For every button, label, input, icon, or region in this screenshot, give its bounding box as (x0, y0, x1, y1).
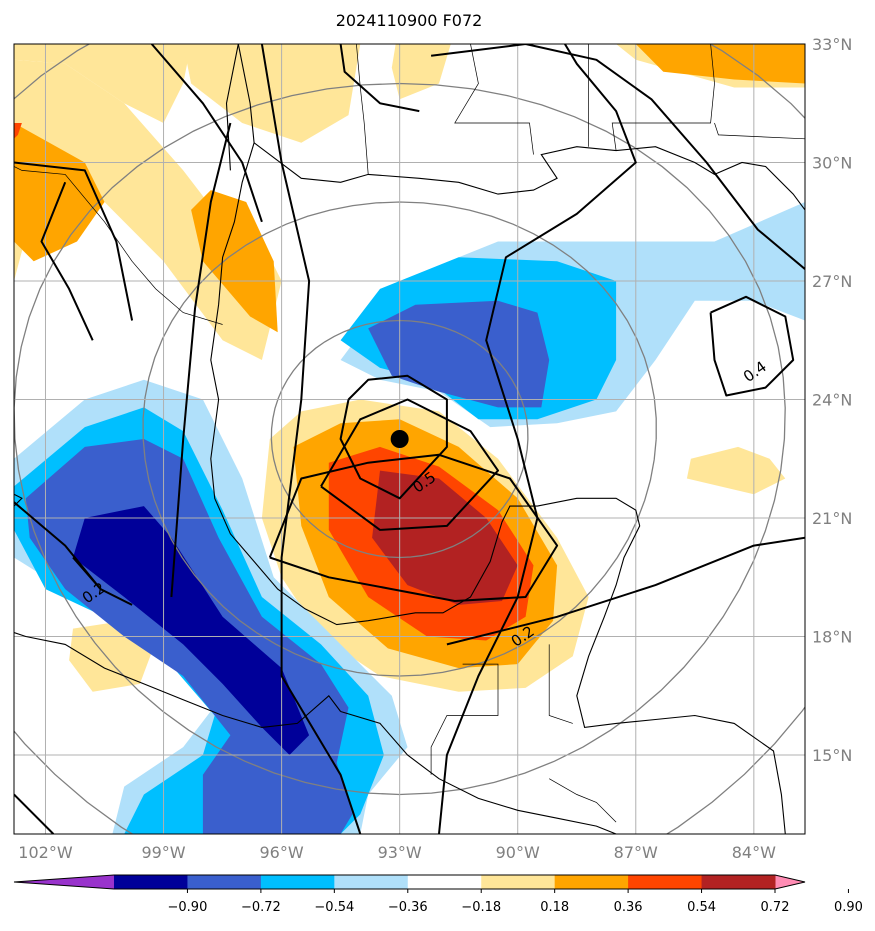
contour-line-8 (339, 44, 420, 113)
gridlines (14, 44, 805, 834)
filled-region-0.18-5 (686, 446, 786, 495)
x-tick-label-0: 102°W (18, 843, 73, 862)
filled-region-0.18-0 (14, 44, 192, 123)
filled-region--0.54-0 (368, 300, 550, 408)
contour-line-1 (170, 122, 232, 598)
political-borders (14, 44, 805, 823)
coastline-3 (14, 631, 342, 728)
filled-region-0.36-0 (14, 123, 105, 262)
colorbar-box-8 (701, 875, 776, 889)
x-tick-label-2: 96°W (260, 843, 304, 862)
colorbar-extend-low (14, 875, 114, 889)
filled-region--0.72-0 (73, 506, 310, 755)
colorbar-box-5 (481, 875, 556, 889)
coastlines (14, 44, 805, 834)
colorbar-label-9: 0.90 (834, 900, 863, 915)
filled-region-0.36-1 (191, 190, 278, 333)
contour-line-12 (320, 398, 499, 531)
border-4 (611, 44, 715, 151)
border-7 (548, 644, 573, 724)
contour-line-11 (339, 374, 448, 500)
chart-title: 2024110900 F072 (336, 11, 483, 30)
y-tick-label-5: 30°N (812, 154, 852, 173)
colorbar-box-6 (554, 875, 629, 889)
storm-center-marker (390, 430, 409, 448)
contour-line-10 (430, 44, 805, 270)
colorbar-label-6: 0.36 (614, 900, 643, 915)
colorbar-box-4 (407, 875, 482, 889)
y-tick-label-3: 24°N (812, 391, 852, 410)
colorbar-box-0 (114, 875, 188, 889)
x-tick-label-3: 93°W (378, 843, 422, 862)
y-tick-label-1: 18°N (812, 628, 852, 647)
border-0 (14, 166, 223, 325)
range-ring-1 (142, 201, 657, 677)
x-tick-label-1: 99°W (141, 843, 185, 862)
border-1 (356, 44, 369, 175)
colorbar-label-5: 0.18 (540, 900, 569, 915)
colorbar-extend-high (775, 875, 805, 889)
filled-region-0.36-2 (635, 44, 805, 84)
colorbar-label-8: 0.72 (761, 900, 790, 915)
contour-line-7 (40, 181, 94, 341)
contour-line-6 (14, 793, 55, 834)
colorbar-label-7: 0.54 (687, 900, 716, 915)
range-ring-2 (14, 82, 786, 796)
colorbar-box-3 (334, 875, 409, 889)
x-tick-label-5: 87°W (614, 843, 658, 862)
map-frame (13, 43, 806, 835)
y-tick-label-6: 33°N (812, 35, 852, 54)
filled-region-0.18-1 (14, 59, 282, 361)
range-ring-0 (270, 319, 529, 559)
y-tick-label-2: 21°N (812, 509, 852, 528)
colorbar-label-1: −0.72 (241, 900, 281, 915)
coastline-4 (340, 710, 617, 834)
colorbar-label-0: −0.90 (168, 900, 208, 915)
border-6 (430, 663, 499, 775)
filled-region-0.72-0 (372, 470, 518, 605)
y-tick-label-4: 27°N (812, 272, 852, 291)
coastline-0 (210, 44, 786, 834)
storm-center-dot (390, 430, 409, 448)
contour-line-14 (709, 295, 795, 397)
colorbar-label-3: −0.36 (388, 900, 428, 915)
filled-region-0.18-3 (391, 44, 451, 100)
colorbar-label-4: −0.18 (461, 900, 501, 915)
coastline-1 (225, 44, 239, 171)
contour-line-3 (14, 161, 134, 321)
contour-line-0 (260, 44, 362, 834)
border-5 (714, 122, 805, 140)
contour-line-5 (72, 556, 133, 606)
border-2 (356, 44, 534, 155)
x-axis-ticks: 102°W 99°W 96°W 93°W 90°W 87°W 84°W (18, 843, 776, 862)
contour-line-2 (150, 44, 263, 223)
colorbar-box-1 (187, 875, 262, 889)
y-axis-ticks: 15°N 18°N 21°N 24°N 27°N 30°N 33°N (812, 35, 852, 765)
border-8 (549, 778, 617, 823)
contour-line-13 (268, 453, 559, 602)
contour-line-15 (446, 536, 805, 646)
colorbar-box-2 (260, 875, 335, 889)
filled-region-0.54-0 (14, 123, 22, 139)
contour-lines (14, 44, 805, 834)
filled-region-0.18-2 (183, 44, 361, 143)
colorbar-box-7 (628, 875, 703, 889)
x-tick-label-6: 84°W (732, 843, 776, 862)
colorbar-outline (13, 874, 806, 890)
colorbar-label-2: −0.54 (314, 900, 354, 915)
x-tick-label-4: 90°W (496, 843, 540, 862)
contour-line-9 (438, 44, 637, 834)
colorbar: −0.90 −0.72 −0.54 −0.36 −0.18 0.18 0.36 0.54 0.7… (13, 874, 863, 915)
y-tick-label-0: 15°N (812, 746, 852, 765)
